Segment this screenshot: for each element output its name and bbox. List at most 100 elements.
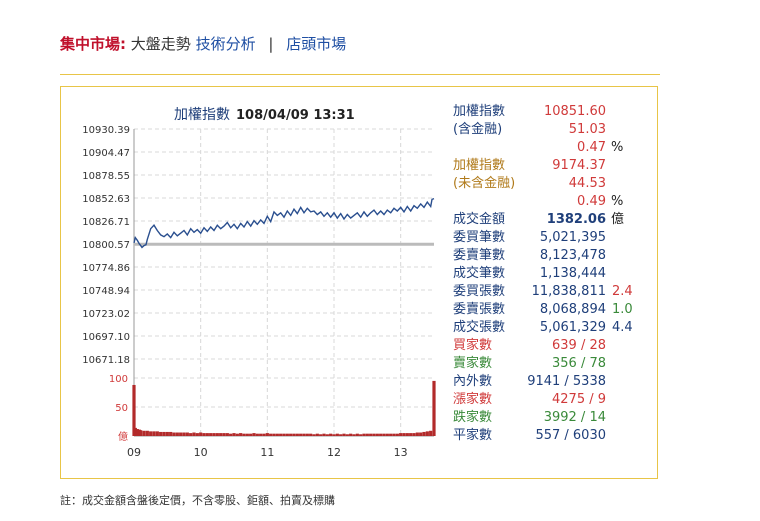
- y-tick-label: 10671.18: [82, 355, 130, 366]
- volume-bar: [315, 433, 319, 436]
- volume-bar: [389, 433, 393, 436]
- volume-bar: [145, 430, 149, 436]
- stat-row: 加權指數 9174.37: [453, 157, 653, 175]
- volume-bar: [172, 432, 176, 436]
- y-tick-label: 10904.47: [82, 148, 130, 159]
- volume-bar: [325, 434, 329, 436]
- stat-label: (含金融): [453, 122, 503, 137]
- stat-row: 委賣張數 8,068,894 1.0: [453, 301, 653, 319]
- stat-row: (未含金融) 44.53: [453, 175, 653, 193]
- stat-value: 51.03: [568, 122, 606, 137]
- volume-bar: [232, 433, 236, 436]
- y-tick-label: 10826.71: [82, 217, 130, 228]
- volume-bar: [312, 434, 316, 436]
- volume-bar: [292, 433, 296, 436]
- volume-bar: [225, 433, 229, 436]
- volume-bar: [369, 433, 373, 436]
- volume-bar: [392, 433, 396, 436]
- volume-bar: [235, 433, 239, 436]
- stat-label: 委賣張數: [453, 302, 506, 317]
- stat-row: 成交金額 1382.06 億: [453, 211, 653, 229]
- volume-tick-label: 50: [115, 403, 128, 414]
- stat-label: 成交金額: [453, 212, 506, 227]
- stat-ratio: 4.4: [612, 320, 633, 335]
- volume-bar: [322, 433, 326, 436]
- volume-bar: [282, 433, 286, 436]
- stat-row: 0.47%: [453, 139, 653, 157]
- stat-row: 成交張數 5,061,329 4.4: [453, 319, 653, 337]
- y-tick-label: 10930.39: [82, 125, 130, 136]
- volume-bar: [342, 433, 346, 436]
- index-chart: 加權指數 108/04/09 13:31 10930.39 10904.47 108…: [82, 107, 436, 459]
- volume-bar: [382, 433, 386, 436]
- volume-bar: [155, 431, 159, 436]
- stat-row: 委買筆數 5,021,395: [453, 229, 653, 247]
- x-tick-label: 12: [327, 446, 341, 459]
- stat-label: 漲家數: [453, 392, 493, 407]
- volume-bar: [272, 433, 276, 436]
- volume-bar: [275, 433, 279, 436]
- volume-bar: [349, 433, 353, 436]
- stat-value: 11,838,811: [531, 284, 606, 299]
- volume-bar: [299, 433, 303, 436]
- technical-analysis-link[interactable]: 技術分析: [195, 35, 256, 53]
- stat-value: 3992 / 14: [543, 410, 606, 425]
- x-tick-label: 10: [194, 446, 208, 459]
- volume-tick-label: 100: [109, 374, 128, 385]
- volume-bar: [289, 433, 293, 436]
- volume-bar: [229, 433, 233, 436]
- stat-value: 9141 / 5338: [527, 374, 606, 389]
- stat-row: 委買張數 11,838,811 2.4: [453, 283, 653, 301]
- stat-ratio: 1.0: [612, 302, 633, 317]
- y-tick-label: 10878.55: [82, 171, 130, 182]
- stat-row: 成交筆數 1,138,444: [453, 265, 653, 283]
- volume-bar: [242, 433, 246, 436]
- volume-bar: [185, 432, 189, 436]
- volume-bar: [249, 433, 253, 436]
- y-tick-label: 10852.63: [82, 194, 130, 205]
- otc-market-link[interactable]: 店頭市場: [286, 35, 347, 53]
- volume-bar: [209, 433, 213, 436]
- stat-value: 4275 / 9: [552, 392, 606, 407]
- volume-bar: [149, 431, 153, 436]
- stat-label: 買家數: [453, 338, 493, 353]
- volume-bar: [269, 433, 273, 436]
- volume-bar: [399, 433, 403, 436]
- stat-row: (含金融) 51.03: [453, 121, 653, 139]
- stat-row: 買家數 639 / 28: [453, 337, 653, 355]
- y-tick-label: 10697.10: [82, 332, 130, 343]
- index-series-line: [133, 197, 435, 249]
- volume-bar: [162, 431, 166, 436]
- volume-bar: [305, 433, 309, 436]
- volume-bar: [265, 433, 269, 436]
- stat-row: 平家數 557 / 6030: [453, 427, 653, 445]
- volume-bar: [189, 433, 193, 436]
- stat-label: 委買張數: [453, 284, 506, 299]
- volume-bar: [222, 433, 226, 436]
- stat-row: 漲家數 4275 / 9: [453, 391, 653, 409]
- volume-bar: [133, 427, 137, 436]
- stat-label: 成交筆數: [453, 266, 506, 281]
- x-tick-label: 11: [260, 446, 274, 459]
- stat-label: 成交張數: [453, 320, 506, 335]
- stat-unit: %: [611, 194, 624, 209]
- stat-label: 委買筆數: [453, 230, 506, 245]
- stat-value: 0.47: [577, 140, 606, 155]
- market-stats: 加權指數 10851.60 (含金融) 51.03 0.47% 加權指數 9174.37 (未…: [453, 103, 653, 445]
- footnote: 註：成交金額含盤後定價，不含零股、鉅額、拍賣及標購: [60, 494, 335, 507]
- volume-bar: [395, 433, 399, 436]
- x-tick-label: 09: [127, 446, 141, 459]
- stat-value: 44.53: [568, 176, 606, 191]
- volume-bar: [302, 433, 306, 436]
- volume-bar: [262, 433, 266, 436]
- stat-value: 557 / 6030: [535, 428, 606, 443]
- stat-value: 639 / 28: [552, 338, 606, 353]
- x-tick-label: 13: [394, 446, 408, 459]
- current-view-label: 大盤走勢: [130, 35, 191, 53]
- volume-bar: [429, 430, 433, 436]
- chart-panel: [60, 86, 658, 479]
- volume-bar: [205, 433, 209, 436]
- volume-bar: [339, 434, 343, 436]
- y-tick-label: 10800.57: [82, 240, 130, 251]
- volume-bar: [332, 434, 336, 436]
